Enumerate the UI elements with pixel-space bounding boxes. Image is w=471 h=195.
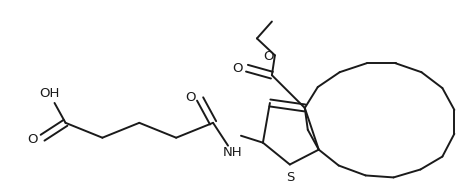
- Text: O: O: [264, 50, 274, 63]
- Text: O: O: [27, 133, 38, 146]
- Text: OH: OH: [40, 87, 60, 99]
- Text: S: S: [285, 171, 294, 184]
- Text: O: O: [185, 90, 195, 104]
- Text: O: O: [233, 62, 243, 75]
- Text: NH: NH: [223, 146, 243, 159]
